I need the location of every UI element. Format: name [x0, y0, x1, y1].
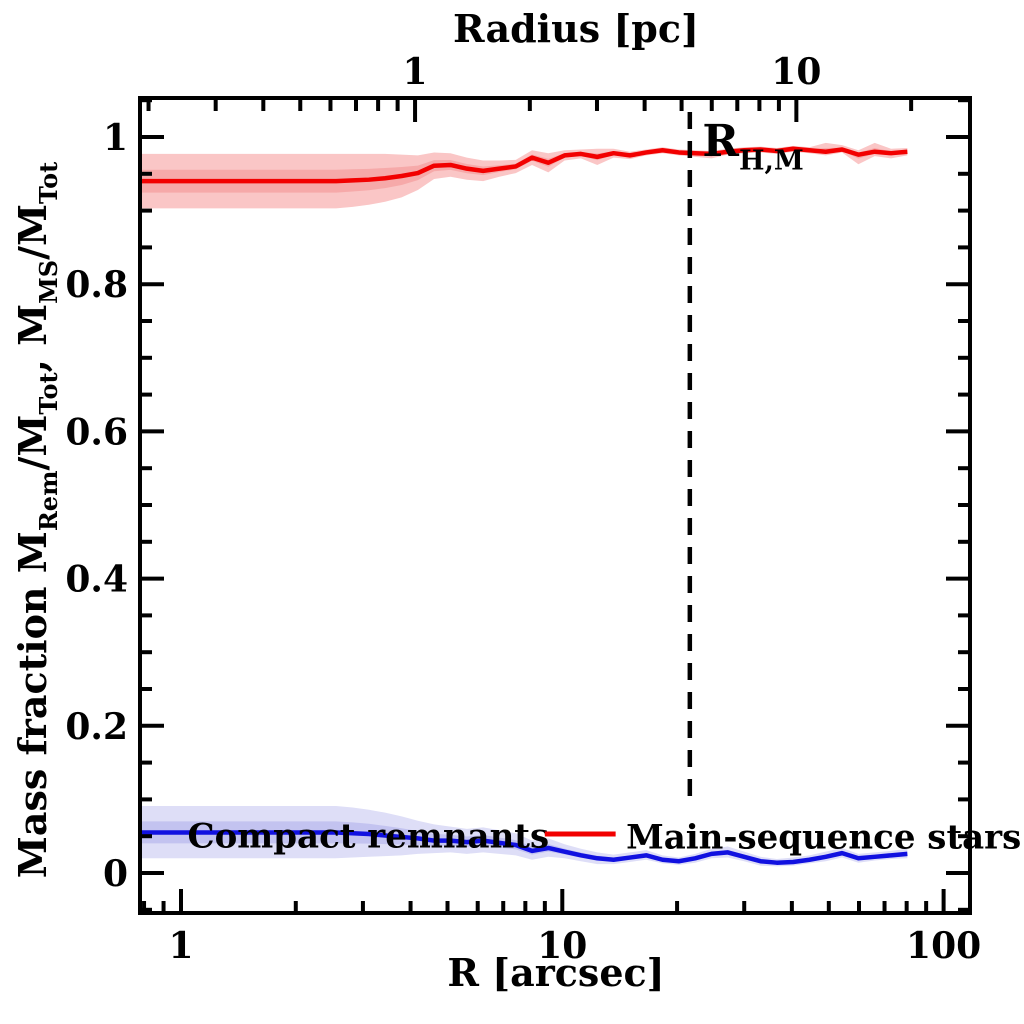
x-tick-label: 10 — [537, 925, 587, 967]
compact-remnants-line — [139, 830, 908, 865]
top-axis-title: Radius [pc] — [453, 6, 699, 51]
y-tick-label: 0.6 — [65, 411, 128, 453]
top-tick-label: 1 — [403, 51, 428, 93]
legend: Compact remnants Main-sequence stars — [188, 817, 1022, 858]
y-tick-label: 0 — [103, 853, 128, 895]
y-axis-title: Mass fraction MRem/MTot, MMS/MTot — [10, 162, 63, 878]
legend-text-compact-remnants: Compact remnants — [188, 817, 550, 857]
x-tick-label: 100 — [906, 925, 981, 967]
bottom-axis-title: R [arcsec] — [447, 950, 664, 995]
y-tick-label: 0.8 — [65, 264, 128, 306]
top-tick-label: 10 — [771, 51, 821, 93]
half-mass-radius-label: RH,M — [702, 116, 803, 176]
main-sequence-stars-line — [139, 146, 908, 184]
x-tick-label: 1 — [168, 925, 193, 967]
y-tick-label: 0.4 — [65, 559, 128, 601]
y-tick-label: 0.2 — [65, 706, 128, 748]
y-tick-label: 1 — [103, 117, 128, 159]
annotations: RH,M — [687, 112, 804, 800]
data-curves — [139, 146, 908, 865]
plot-frame — [138, 96, 972, 915]
legend-text-main-sequence-stars: Main-sequence stars — [626, 817, 1021, 857]
uncertainty-bands — [139, 142, 908, 867]
